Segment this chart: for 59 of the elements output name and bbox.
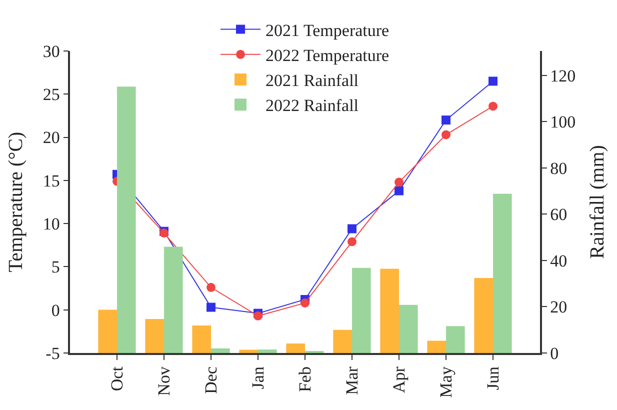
y-tick-label: 30 (42, 42, 60, 61)
bar (258, 350, 277, 353)
y-tick-label: 25 (42, 85, 60, 104)
y2-tick-label: 40 (550, 251, 568, 270)
y-tick-label: 10 (42, 214, 60, 234)
y-axis-title: Temperature (°C) (4, 132, 27, 272)
point (348, 237, 356, 246)
y2-tick-label: 100 (550, 112, 576, 132)
bar (380, 268, 399, 353)
point (300, 298, 310, 308)
x-tick-label: Apr (390, 366, 409, 394)
y2-tick-label: 20 (550, 298, 568, 317)
y2-axis-title: Rainfall (mm) (586, 145, 609, 259)
y-tick-label: -5 (46, 344, 60, 363)
x-tick-label: Oct (108, 366, 127, 392)
y-tick-label: 5 (51, 258, 60, 277)
point (442, 130, 450, 140)
point (206, 302, 216, 312)
bar (333, 330, 352, 353)
legend-label: 2021 Rainfall (266, 71, 359, 90)
legend-label: 2021 Temperature (266, 20, 390, 40)
y2-tick-label: 80 (550, 158, 568, 178)
point (442, 116, 450, 125)
point (488, 76, 498, 86)
point (488, 102, 498, 111)
point (394, 178, 404, 187)
bar (474, 278, 493, 353)
legend-label: 2022 Temperature (266, 46, 390, 66)
y2-tick-label: 0 (550, 344, 559, 363)
bar (145, 318, 164, 353)
x-tick-label: Dec (202, 366, 221, 394)
y2-tick-label: 120 (550, 66, 576, 86)
point (348, 224, 356, 234)
bar (493, 194, 512, 353)
x-tick-label: Feb (296, 366, 315, 392)
legend-label: 2022 Rainfall (266, 96, 359, 116)
y-tick-label: 20 (42, 128, 60, 148)
x-tick-label: Jun (484, 366, 503, 390)
bar (164, 246, 183, 353)
bar (239, 350, 258, 353)
bar (117, 86, 136, 353)
point (206, 282, 216, 292)
x-tick-label: Nov (154, 366, 174, 396)
y-tick-label: 15 (42, 171, 60, 190)
bar (352, 268, 371, 353)
bar (446, 326, 465, 353)
bar (286, 344, 305, 353)
y-tick-label: 0 (51, 300, 60, 320)
bar (399, 304, 418, 353)
y2-tick-label: 60 (550, 205, 568, 224)
x-tick-label: Jan (248, 366, 268, 390)
x-tick-label: May (436, 366, 456, 398)
point (254, 311, 262, 320)
bar (427, 340, 446, 353)
point (394, 186, 404, 196)
x-tick-label: Mar (342, 366, 362, 395)
bar (211, 348, 230, 353)
bar (192, 325, 211, 353)
bar (98, 310, 117, 353)
